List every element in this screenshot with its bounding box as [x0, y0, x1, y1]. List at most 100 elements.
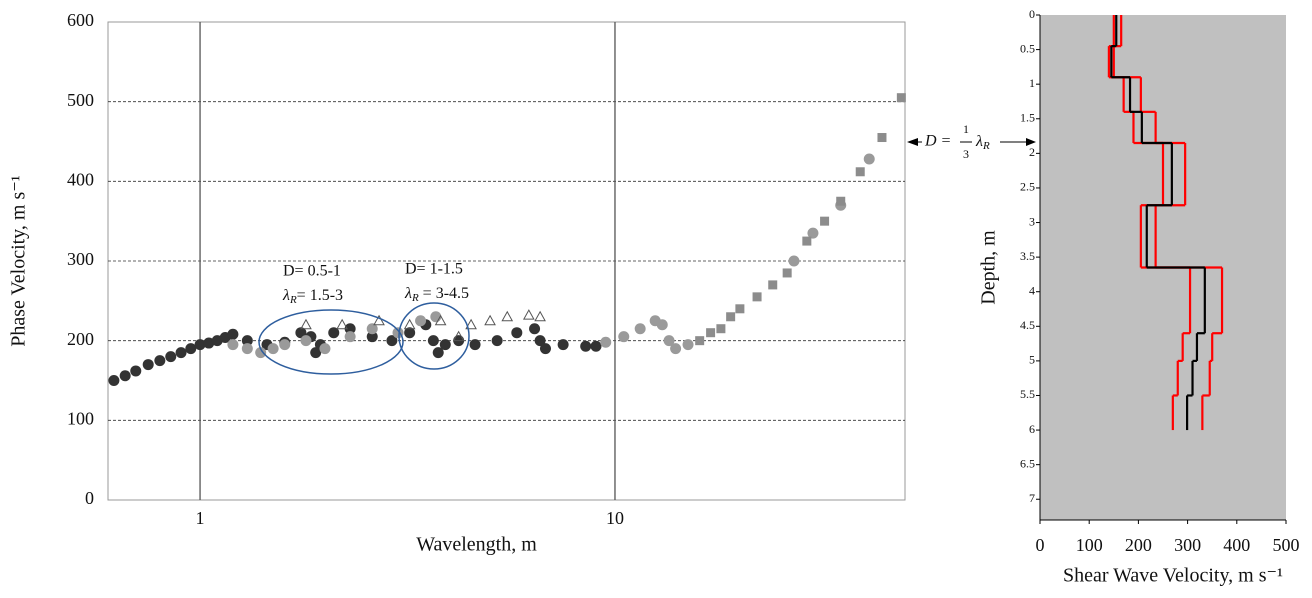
point	[670, 343, 682, 355]
y-tick-label: 100	[67, 408, 94, 428]
point	[194, 339, 206, 351]
point	[529, 323, 541, 335]
note-symbol: λ	[975, 133, 983, 150]
point	[175, 347, 187, 359]
point	[788, 255, 800, 267]
point	[877, 133, 887, 143]
point	[863, 153, 875, 165]
y-tick-label: 4	[1029, 283, 1035, 297]
point	[469, 339, 481, 351]
y-axis-title: Phase Velocity, m s⁻¹	[8, 175, 30, 347]
point	[452, 330, 465, 342]
x-tick-label: 300	[1174, 535, 1201, 555]
note: D =	[924, 133, 951, 150]
point	[241, 335, 253, 347]
point	[716, 324, 726, 334]
point	[227, 328, 239, 340]
point	[300, 318, 312, 330]
point	[344, 323, 356, 335]
point	[130, 365, 142, 377]
point	[328, 327, 340, 339]
note: 1	[963, 122, 969, 136]
point	[656, 319, 668, 331]
point	[165, 351, 177, 363]
point	[802, 236, 812, 246]
y-tick-label: 6	[1029, 422, 1035, 436]
point	[185, 343, 197, 355]
y-tick-label: 3	[1029, 214, 1035, 228]
point	[682, 339, 694, 351]
point	[415, 315, 427, 327]
y-tick-label: 0.5	[1020, 41, 1035, 55]
point	[491, 335, 503, 347]
y-tick-label: 2	[1029, 145, 1035, 159]
y-tick-label: 200	[67, 329, 94, 349]
x-axis-title: Wavelength, m	[416, 534, 537, 556]
arrow	[1026, 138, 1036, 146]
point	[279, 339, 291, 351]
y-tick-label: 7	[1029, 491, 1035, 505]
x-tick-label: 400	[1223, 535, 1250, 555]
point	[534, 310, 546, 322]
point	[336, 318, 348, 330]
y-tick-label: 500	[67, 90, 94, 110]
y-tick-label: 5	[1029, 353, 1035, 367]
point	[706, 328, 716, 338]
point	[203, 337, 215, 349]
point	[465, 318, 477, 330]
point	[735, 304, 745, 314]
point	[227, 339, 239, 351]
point	[366, 331, 378, 343]
annotation-text: = 3-4.5	[419, 285, 469, 302]
point	[403, 318, 416, 330]
y-tick-label: 1	[1029, 76, 1035, 90]
point	[557, 339, 569, 351]
point	[511, 327, 523, 339]
point	[404, 327, 416, 339]
point	[752, 292, 762, 302]
x-tick-label: 10	[606, 508, 624, 528]
point	[241, 343, 253, 355]
point	[501, 310, 514, 322]
point	[427, 335, 439, 347]
y-tick-label: 400	[67, 169, 94, 189]
annotation: D= 0.5-1	[283, 263, 341, 280]
point	[768, 280, 778, 290]
highlight-ellipse	[398, 302, 470, 370]
point	[434, 314, 447, 326]
point	[373, 314, 385, 326]
point	[154, 355, 166, 367]
point	[255, 347, 267, 359]
point	[855, 167, 865, 177]
x-tick-label: 0	[1036, 535, 1045, 555]
y-tick-label: 0	[85, 488, 94, 508]
point	[319, 343, 331, 355]
y-tick-label: 600	[67, 10, 94, 30]
highlight-ellipse	[258, 309, 404, 375]
point	[820, 216, 830, 226]
point	[782, 268, 792, 278]
point	[142, 359, 154, 371]
point	[600, 336, 612, 348]
x-tick-label: 200	[1125, 535, 1152, 555]
point	[484, 314, 496, 326]
point	[663, 335, 675, 347]
y-tick-label: 300	[67, 249, 94, 269]
point	[534, 335, 546, 347]
y-tick-label: 5.5	[1020, 387, 1035, 401]
point	[618, 331, 630, 343]
point	[119, 370, 131, 382]
annotation: λR= 1.5-3	[282, 287, 343, 306]
point	[726, 312, 736, 322]
annotation-symbol: λ	[404, 285, 412, 302]
annotation: D= 1-1.5	[405, 261, 463, 278]
point	[392, 327, 404, 339]
y-tick-label: 3.5	[1020, 249, 1035, 263]
point	[590, 340, 602, 352]
point	[634, 323, 646, 335]
note: 3	[963, 147, 969, 161]
annotation-sub: R	[411, 292, 419, 304]
point	[580, 340, 592, 352]
point	[366, 323, 378, 335]
